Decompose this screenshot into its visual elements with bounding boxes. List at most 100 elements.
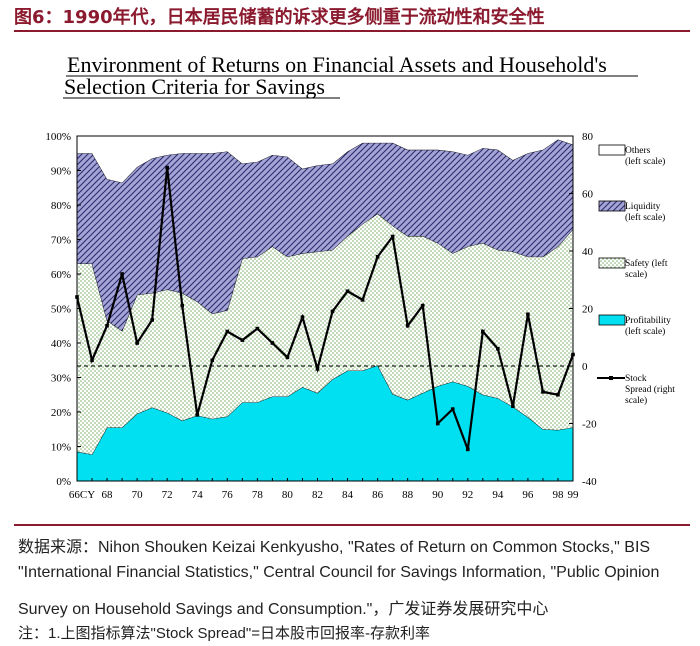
right-tick-label: 20 [582,304,594,316]
legend-label-liquidity: (left scale) [625,212,665,223]
right-tick-label: 0 [582,361,588,373]
area-others [77,136,573,183]
x-tick-label: 99 [568,489,580,501]
source-line-3: Survey on Household Savings and Consumpt… [18,601,549,618]
figure-header: 图6：1990年代，日本居民储蓄的诉求更多侧重于流动性和安全性 [14,7,545,28]
stock-spread-point [450,407,455,411]
x-tick-label: 90 [432,489,444,501]
stock-spread-point [270,341,275,345]
left-tick-label: 80% [51,200,71,212]
stock-spread-point [526,312,530,317]
stock-spread-point [225,329,230,334]
legend-label-others: Others [625,146,651,156]
stock-spread-point [405,323,410,328]
area-liquidity [77,139,573,331]
legend-label-profitability: Profitability [625,315,671,326]
area-safety [77,213,573,455]
x-tick-label: 80 [282,489,294,501]
stock-spread-point [90,358,94,363]
legend-label-stock-spread: Stock [625,374,647,384]
x-tick-label: 76 [222,489,234,501]
right-tick-label: 40 [582,246,594,258]
stock-spread-point [375,254,380,259]
x-tick-label: 68 [102,489,114,501]
stock-spread-layer [75,165,575,452]
x-tick-label: 84 [342,489,354,501]
source-line-2: "International Financial Statistics," Ce… [18,564,660,581]
right-tick-label: -20 [582,419,597,431]
stock-spread-point [465,447,470,452]
stock-spread-point [541,390,545,394]
footnote: 注：1.上图指标算法"Stock Spread"=日本股市回报率-存款利率 [18,625,430,642]
legend-swatch-liquidity [598,200,626,212]
stock-spread-point [345,289,350,294]
stock-spread-point [210,358,215,363]
legend-label-safety: scale) [625,269,647,280]
legend: Others(left scale)Liquidity(left scale)S… [597,144,675,406]
stock-spread-point [390,234,395,239]
x-tick-label: 94 [492,489,504,501]
stock-spread-point [135,341,139,345]
chart-title-line2: Selection Criteria for Savings [64,74,325,99]
x-tick-label: 88 [402,489,414,501]
stock-spread-point [420,303,425,308]
stock-spread-point [511,404,515,409]
legend-label-profitability: (left scale) [625,326,665,337]
stock-spread-point [360,298,365,302]
left-tick-label: 30% [51,373,71,385]
chart: Environment of Returns on Financial Asse… [45,52,675,501]
stock-spread-point [435,421,440,426]
stock-spread-point [240,338,245,342]
chart-title-line1: Environment of Returns on Financial Asse… [67,52,607,77]
stock-spread-point [330,309,335,314]
stock-spread-point [195,413,200,417]
left-tick-label: 10% [51,442,71,454]
legend-swatch-others [598,144,626,156]
stock-spread-line [75,167,575,450]
left-tick-label: 0% [56,476,71,488]
x-tick-label: 98 [552,489,564,501]
legend-marker-stock-spread [609,376,613,380]
source-line-1: 数据来源：Nihon Shouken Keizai Kenkyusho, "Ra… [18,539,651,556]
legend-label-safety: Safety (left [625,258,668,269]
x-tick-label: 82 [312,489,323,501]
stock-spread-point [105,323,109,328]
x-tick-label: 72 [162,489,173,501]
stock-spread-point [255,326,260,331]
right-tick-label: -40 [582,476,597,488]
legend-swatch-profitability [598,314,626,326]
left-tick-label: 20% [51,407,71,419]
stock-spread-point [180,303,185,308]
x-tick-label: 92 [462,489,473,501]
stock-spread-point [315,367,320,371]
axes: 0% 10% 20% 30% 40% 50% 60% 70% 80% 90% 100% -40 -20 0… [45,131,597,501]
legend-label-stock-spread: Spread (right [625,384,675,395]
stacked-areas [76,135,574,481]
legend-label-others: (left scale) [625,156,665,167]
left-tick-label: 70% [51,235,71,247]
left-tick-label: 40% [51,338,71,350]
x-tick-label: 96 [522,489,534,501]
x-tick-label: 74 [192,489,204,501]
left-tick-label: 60% [51,269,71,281]
left-tick-label: 100% [45,131,71,143]
area-profitability [77,365,573,481]
legend-label-liquidity: Liquidity [625,202,661,212]
source-rule [14,524,690,526]
left-tick-label: 50% [51,304,71,316]
stock-spread-point [150,318,154,322]
stock-spread-point [300,315,305,319]
header-rule [14,30,690,32]
x-tick-label: 78 [252,489,264,501]
right-tick-label: 80 [582,131,594,143]
stock-spread-point [556,392,560,397]
x-tick-label: 70 [132,489,144,501]
stock-spread-point [496,346,500,351]
left-tick-label: 90% [51,166,71,178]
stock-spread-point [481,329,485,334]
legend-swatch-safety [598,257,626,269]
stock-spread-point [165,165,169,170]
x-tick-label: 66CY [69,489,95,501]
right-tick-label: 60 [582,189,594,201]
legend-label-stock-spread: scale) [625,395,647,406]
